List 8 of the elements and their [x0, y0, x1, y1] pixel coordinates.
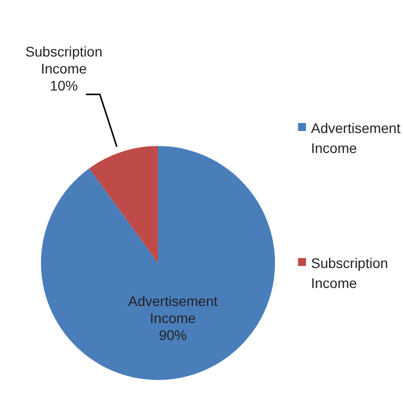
pie-slice: [89, 146, 158, 263]
slice-label: Advertisement Income: [128, 292, 218, 326]
slice-label: Subscription Income: [25, 43, 102, 76]
data-label: 90%: [158, 326, 187, 343]
legend-label: Advertisement Income: [311, 119, 400, 158]
data-label: 10%: [50, 77, 78, 94]
pie-slice: [41, 146, 275, 380]
legend-label: Subscription Income: [311, 254, 390, 293]
